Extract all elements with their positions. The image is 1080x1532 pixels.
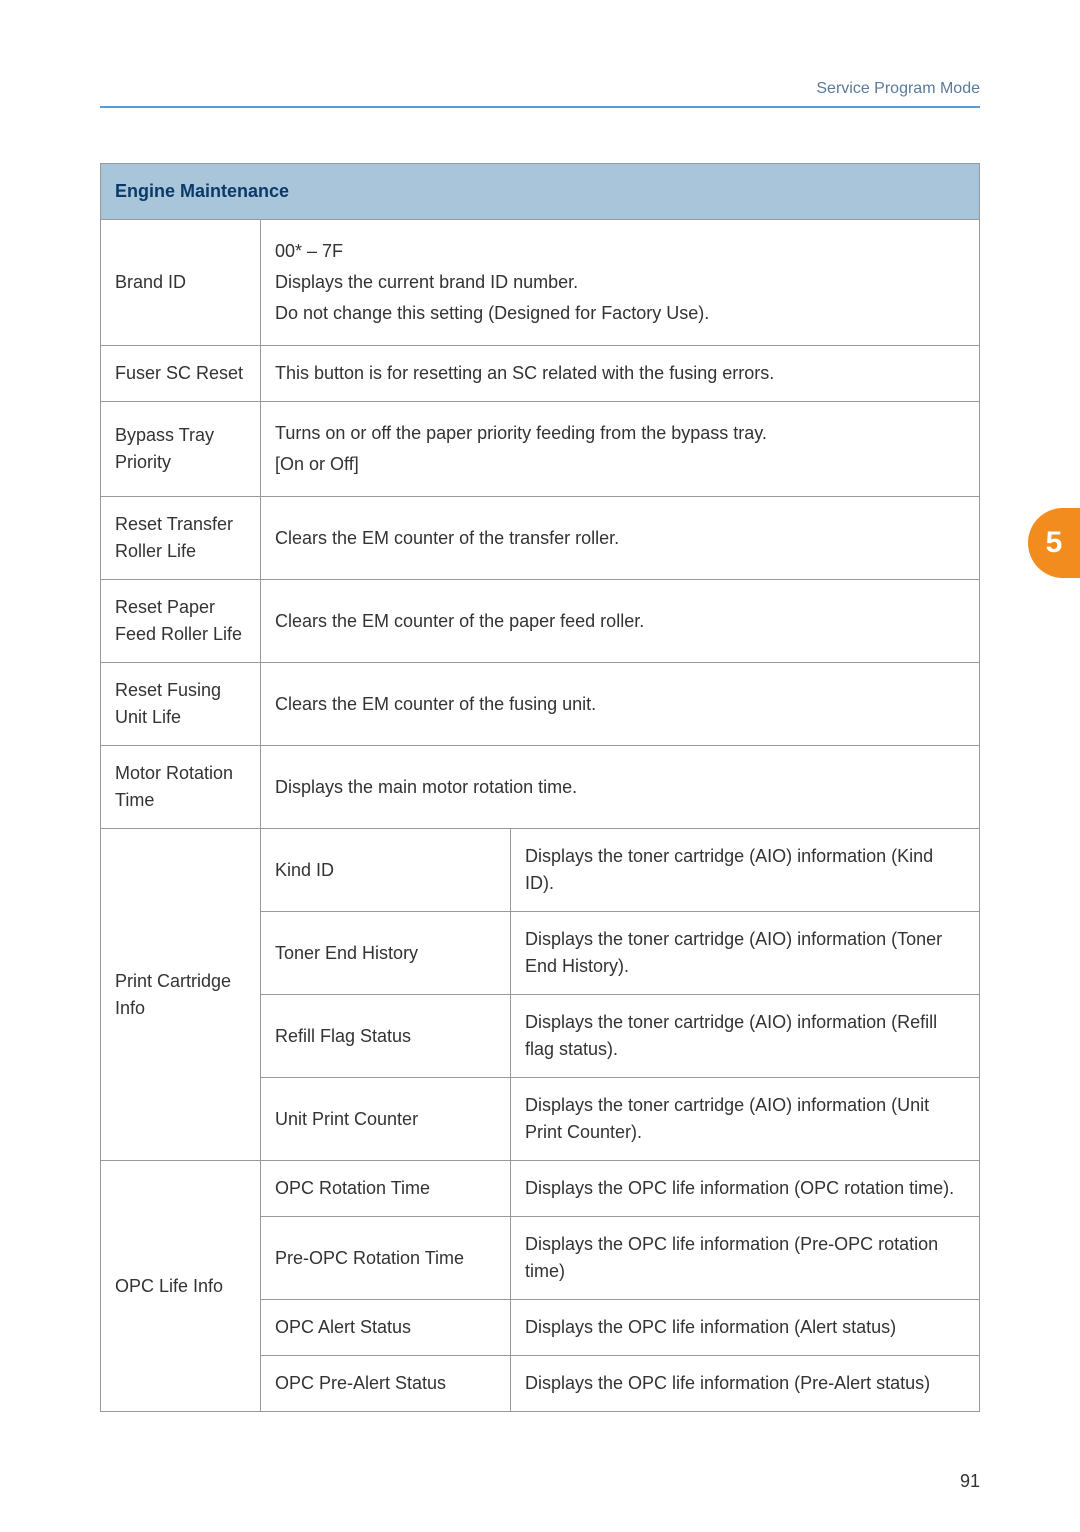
row-label: Fuser SC Reset (101, 346, 261, 402)
desc-line: Displays the current brand ID number. (275, 269, 965, 296)
sub-desc: Displays the toner cartridge (AIO) infor… (511, 829, 980, 912)
engine-maintenance-table: Engine Maintenance Brand ID 00* – 7F Dis… (100, 163, 980, 1412)
desc-line: Do not change this setting (Designed for… (275, 300, 965, 327)
row-desc: This button is for resetting an SC relat… (261, 346, 980, 402)
table-row: Print Cartridge Info Kind ID Displays th… (101, 829, 980, 912)
sub-label: OPC Rotation Time (261, 1161, 511, 1217)
sub-label: Refill Flag Status (261, 995, 511, 1078)
desc-line: Turns on or off the paper priority feedi… (275, 420, 965, 447)
table-row: Reset Transfer Roller Life Clears the EM… (101, 497, 980, 580)
sub-label: Pre-OPC Rotation Time (261, 1217, 511, 1300)
header-rule (100, 106, 980, 108)
page-number: 91 (960, 1471, 980, 1492)
row-desc: Clears the EM counter of the fusing unit… (261, 663, 980, 746)
sub-label: OPC Alert Status (261, 1300, 511, 1356)
sub-desc: Displays the OPC life information (OPC r… (511, 1161, 980, 1217)
desc-line: [On or Off] (275, 451, 965, 478)
sub-desc: Displays the toner cartridge (AIO) infor… (511, 912, 980, 995)
table-title: Engine Maintenance (101, 164, 980, 220)
desc-line: 00* – 7F (275, 238, 965, 265)
row-label: Bypass Tray Priority (101, 402, 261, 497)
table-row: Motor Rotation Time Displays the main mo… (101, 746, 980, 829)
sub-label: Toner End History (261, 912, 511, 995)
header-section-title: Service Program Mode (100, 80, 980, 98)
row-label: Reset Transfer Roller Life (101, 497, 261, 580)
section-tab-number: 5 (1046, 526, 1063, 560)
row-desc: 00* – 7F Displays the current brand ID n… (261, 220, 980, 346)
sub-desc: Displays the OPC life information (Pre-A… (511, 1356, 980, 1412)
row-label: Reset Fusing Unit Life (101, 663, 261, 746)
sub-desc: Displays the toner cartridge (AIO) infor… (511, 1078, 980, 1161)
table-row: Bypass Tray Priority Turns on or off the… (101, 402, 980, 497)
sub-desc: Displays the toner cartridge (AIO) infor… (511, 995, 980, 1078)
table-row: Fuser SC Reset This button is for resett… (101, 346, 980, 402)
row-label: Reset Paper Feed Roller Life (101, 580, 261, 663)
table-row: OPC Life Info OPC Rotation Time Displays… (101, 1161, 980, 1217)
table-row: Reset Fusing Unit Life Clears the EM cou… (101, 663, 980, 746)
sub-desc: Displays the OPC life information (Pre-O… (511, 1217, 980, 1300)
row-desc: Displays the main motor rotation time. (261, 746, 980, 829)
sub-label: Kind ID (261, 829, 511, 912)
row-desc: Turns on or off the paper priority feedi… (261, 402, 980, 497)
sub-label: OPC Pre-Alert Status (261, 1356, 511, 1412)
sub-label: Unit Print Counter (261, 1078, 511, 1161)
row-label: Brand ID (101, 220, 261, 346)
row-desc: Clears the EM counter of the paper feed … (261, 580, 980, 663)
table-row: Brand ID 00* – 7F Displays the current b… (101, 220, 980, 346)
sub-desc: Displays the OPC life information (Alert… (511, 1300, 980, 1356)
row-desc: Clears the EM counter of the transfer ro… (261, 497, 980, 580)
group-label: Print Cartridge Info (101, 829, 261, 1161)
row-label: Motor Rotation Time (101, 746, 261, 829)
table-row: Reset Paper Feed Roller Life Clears the … (101, 580, 980, 663)
group-label: OPC Life Info (101, 1161, 261, 1412)
